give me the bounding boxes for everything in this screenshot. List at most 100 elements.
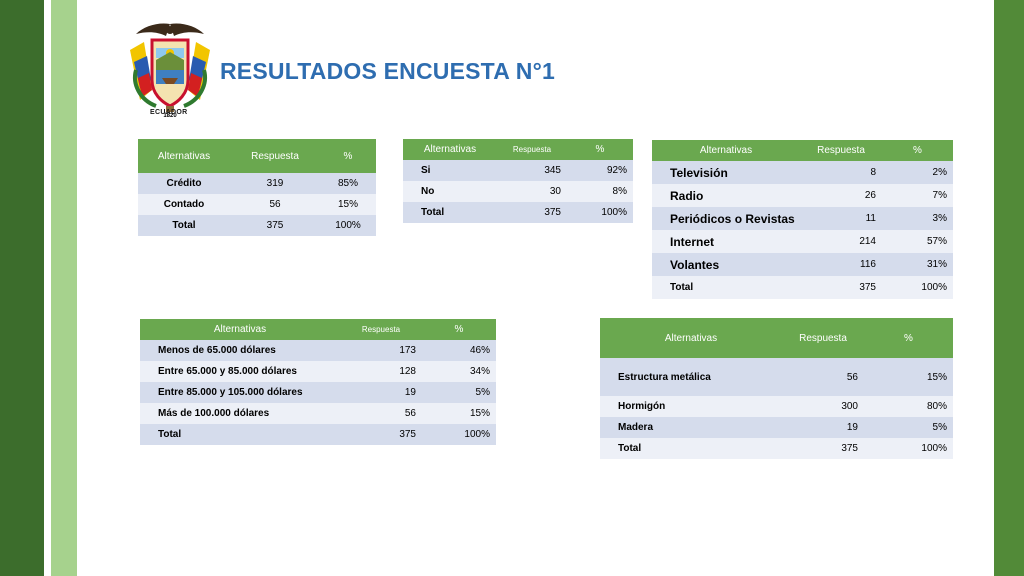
table-row: Estructura metálica 56 15% bbox=[600, 358, 953, 396]
cell-alternativa: Más de 100.000 dólares bbox=[140, 403, 340, 424]
cell-percent: 5% bbox=[864, 417, 953, 438]
cell-alternativa: Madera bbox=[600, 417, 782, 438]
table-row: Menos de 65.000 dólares 173 46% bbox=[140, 340, 496, 361]
cell-alternativa: Total bbox=[600, 438, 782, 459]
cell-respuesta: 375 bbox=[800, 276, 882, 299]
cell-alternativa: Total bbox=[140, 424, 340, 445]
cell-percent: 15% bbox=[864, 358, 953, 396]
cell-respuesta: 173 bbox=[340, 340, 422, 361]
cell-respuesta: 375 bbox=[340, 424, 422, 445]
cell-respuesta: 8 bbox=[800, 161, 882, 184]
cell-alternativa: Periódicos o Revistas bbox=[652, 207, 800, 230]
cell-percent: 100% bbox=[882, 276, 953, 299]
table-row: Entre 65.000 y 85.000 dólares 128 34% bbox=[140, 361, 496, 382]
column-header-alternativas: Alternativas bbox=[140, 319, 340, 340]
ecuador-coat-of-arms-logo: 1820 bbox=[130, 23, 210, 119]
table-header-row: Alternativas Respuesta % bbox=[138, 139, 376, 173]
cell-respuesta: 375 bbox=[782, 438, 864, 459]
cell-percent: 8% bbox=[567, 181, 633, 202]
cell-respuesta: 30 bbox=[497, 181, 567, 202]
column-header-alternativas: Alternativas bbox=[138, 139, 230, 173]
table-si-no: Alternativas Respuesta % Si 345 92% No 3… bbox=[403, 139, 633, 223]
column-header-alternativas: Alternativas bbox=[652, 140, 800, 161]
cell-percent: 2% bbox=[882, 161, 953, 184]
left-bar-gap bbox=[44, 0, 51, 576]
cell-respuesta: 300 bbox=[782, 396, 864, 417]
cell-alternativa: Entre 65.000 y 85.000 dólares bbox=[140, 361, 340, 382]
table-row: Contado 56 15% bbox=[138, 194, 376, 215]
table-row: No 30 8% bbox=[403, 181, 633, 202]
column-header-respuesta: Respuesta bbox=[230, 139, 320, 173]
cell-alternativa: Total bbox=[652, 276, 800, 299]
table-tipo-de-construccion: Alternativas Respuesta % Estructura metá… bbox=[600, 318, 953, 459]
table-row: Internet 214 57% bbox=[652, 230, 953, 253]
cell-alternativa: Crédito bbox=[138, 173, 230, 194]
table-rango-de-precio: Alternativas Respuesta % Menos de 65.000… bbox=[140, 319, 496, 445]
cell-respuesta: 26 bbox=[800, 184, 882, 207]
cell-respuesta: 319 bbox=[230, 173, 320, 194]
cell-respuesta: 56 bbox=[340, 403, 422, 424]
table-row: Más de 100.000 dólares 56 15% bbox=[140, 403, 496, 424]
cell-percent: 7% bbox=[882, 184, 953, 207]
table-header-row: Alternativas Respuesta % bbox=[600, 318, 953, 358]
table-header-row: Alternativas Respuesta % bbox=[652, 140, 953, 161]
table-row-total: Total 375 100% bbox=[138, 215, 376, 236]
column-header-percent: % bbox=[422, 319, 496, 340]
cell-percent: 34% bbox=[422, 361, 496, 382]
cell-percent: 15% bbox=[320, 194, 376, 215]
cell-percent: 100% bbox=[320, 215, 376, 236]
cell-alternativa: Estructura metálica bbox=[600, 358, 782, 396]
column-header-percent: % bbox=[882, 140, 953, 161]
cell-respuesta: 116 bbox=[800, 253, 882, 276]
left-light-green-bar bbox=[51, 0, 77, 576]
column-header-percent: % bbox=[320, 139, 376, 173]
cell-respuesta: 375 bbox=[497, 202, 567, 223]
table-row: Radio 26 7% bbox=[652, 184, 953, 207]
column-header-alternativas: Alternativas bbox=[403, 139, 497, 160]
cell-alternativa: Internet bbox=[652, 230, 800, 253]
cell-percent: 15% bbox=[422, 403, 496, 424]
table-row: Volantes 116 31% bbox=[652, 253, 953, 276]
cell-percent: 80% bbox=[864, 396, 953, 417]
logo-caption: ECUADOR bbox=[150, 109, 188, 116]
cell-alternativa: Total bbox=[403, 202, 497, 223]
table-row: Periódicos o Revistas 11 3% bbox=[652, 207, 953, 230]
cell-alternativa: Televisión bbox=[652, 161, 800, 184]
logo-year: 1820 bbox=[163, 113, 177, 119]
column-header-respuesta: Respuesta bbox=[497, 139, 567, 160]
table-row: Madera 19 5% bbox=[600, 417, 953, 438]
cell-percent: 85% bbox=[320, 173, 376, 194]
cell-percent: 92% bbox=[567, 160, 633, 181]
slide-title: RESULTADOS ENCUESTA N°1 bbox=[220, 58, 555, 84]
column-header-respuesta: Respuesta bbox=[340, 319, 422, 340]
column-header-respuesta: Respuesta bbox=[800, 140, 882, 161]
table-row: Entre 85.000 y 105.000 dólares 19 5% bbox=[140, 382, 496, 403]
cell-respuesta: 56 bbox=[782, 358, 864, 396]
table-row: Televisión 8 2% bbox=[652, 161, 953, 184]
cell-alternativa: Contado bbox=[138, 194, 230, 215]
cell-respuesta: 56 bbox=[230, 194, 320, 215]
cell-alternativa: Volantes bbox=[652, 253, 800, 276]
cell-respuesta: 19 bbox=[340, 382, 422, 403]
cell-respuesta: 375 bbox=[230, 215, 320, 236]
cell-alternativa: No bbox=[403, 181, 497, 202]
cell-alternativa: Menos de 65.000 dólares bbox=[140, 340, 340, 361]
cell-respuesta: 11 bbox=[800, 207, 882, 230]
table-row-total: Total 375 100% bbox=[600, 438, 953, 459]
table-row: Hormigón 300 80% bbox=[600, 396, 953, 417]
left-dark-green-bar bbox=[0, 0, 44, 576]
cell-alternativa: Radio bbox=[652, 184, 800, 207]
table-row-total: Total 375 100% bbox=[140, 424, 496, 445]
cell-alternativa: Si bbox=[403, 160, 497, 181]
table-medios-de-comunicacion: Alternativas Respuesta % Televisión 8 2%… bbox=[652, 140, 953, 299]
table-row: Si 345 92% bbox=[403, 160, 633, 181]
column-header-percent: % bbox=[567, 139, 633, 160]
table-row-total: Total 375 100% bbox=[403, 202, 633, 223]
cell-respuesta: 345 bbox=[497, 160, 567, 181]
cell-respuesta: 19 bbox=[782, 417, 864, 438]
right-green-bar bbox=[994, 0, 1024, 576]
column-header-percent: % bbox=[864, 318, 953, 358]
cell-percent: 100% bbox=[422, 424, 496, 445]
cell-percent: 5% bbox=[422, 382, 496, 403]
table-row: Crédito 319 85% bbox=[138, 173, 376, 194]
